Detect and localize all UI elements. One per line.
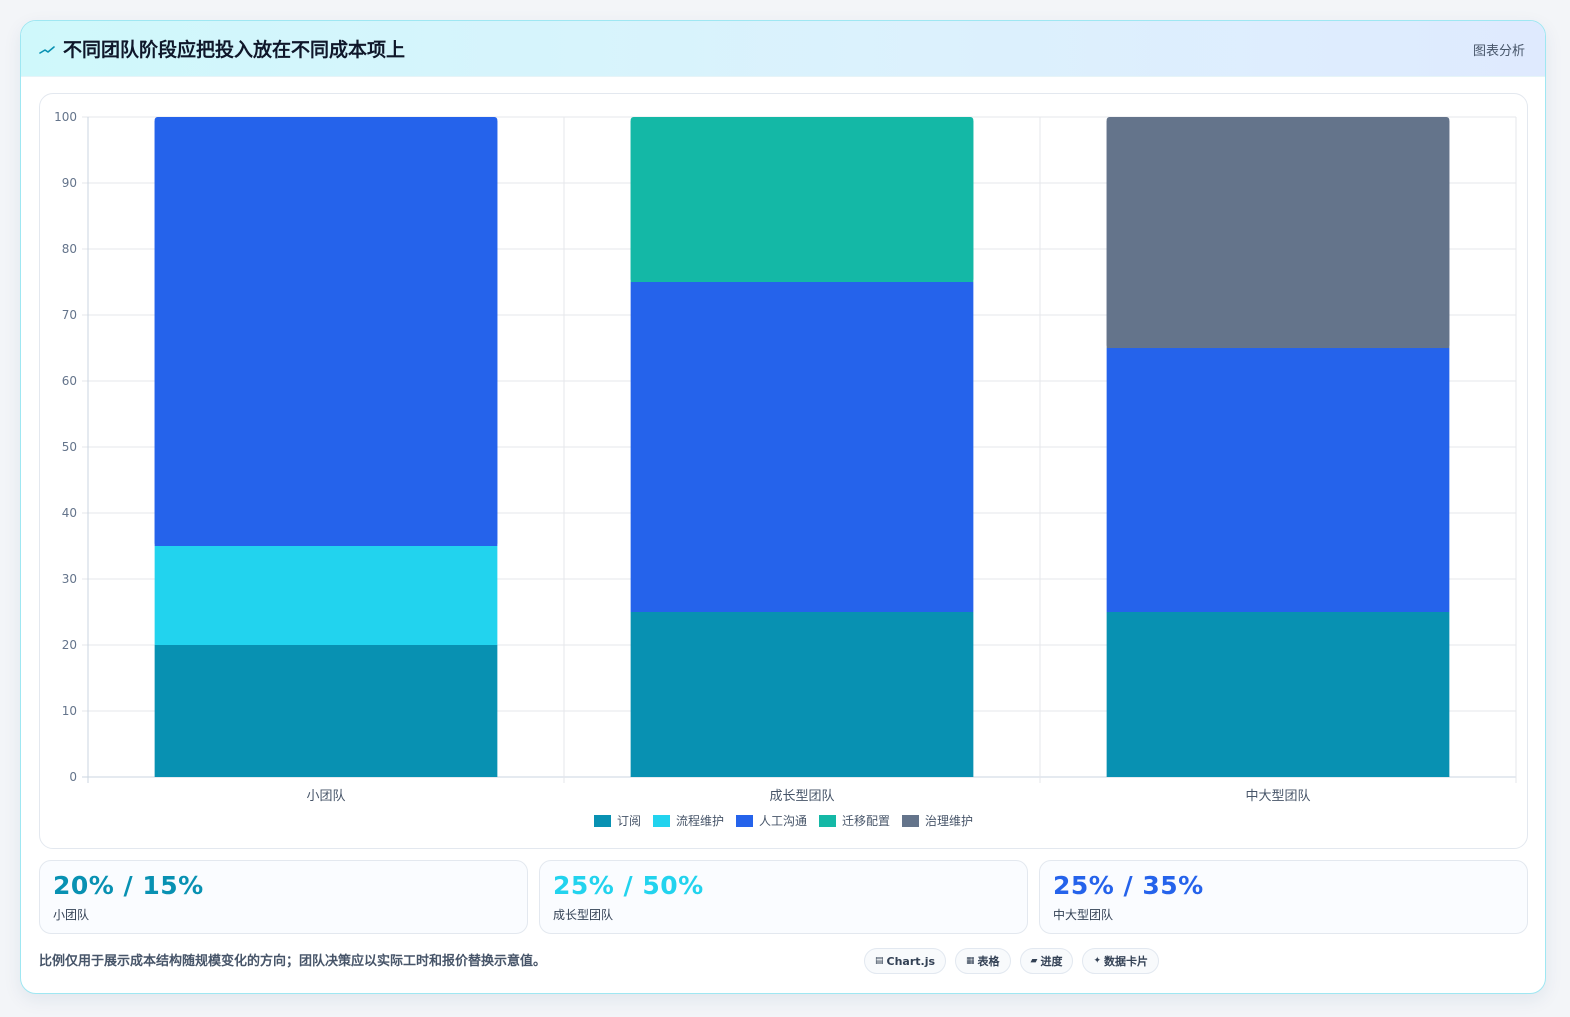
legend-item[interactable]: 治理维护 [902, 812, 973, 829]
legend-item[interactable]: 人工沟通 [735, 812, 807, 829]
x-tick-label: 小团队 [306, 789, 345, 804]
bar-segment [154, 645, 498, 777]
page-title: 不同团队阶段应把投入放在不同成本项上 [63, 39, 406, 61]
feature-chips: ▤ Chart.js ▦ 表格 ▰ 进度 ✦ 数据卡片 [864, 948, 1160, 974]
legend-swatch [819, 814, 836, 827]
chart-card: 不同团队阶段应把投入放在不同成本项上 图表分析 0 10 20 30 40 50 60 70 8… [20, 20, 1546, 994]
chart-legend: 订阅 流程维护 人工沟通 迁移配置 治理维护 [40, 812, 1527, 829]
legend-label: 治理维护 [925, 814, 974, 828]
y-tick-label: 40 [62, 506, 77, 520]
x-tick-label: 成长型团队 [769, 789, 834, 804]
stat-card-growth-team: 25% / 50% 成长型团队 [539, 860, 1028, 934]
bar-segment-fill [630, 121, 974, 282]
bar-segment [630, 282, 974, 612]
y-tick-label: 90 [62, 176, 77, 190]
x-tick-label: 中大型团队 [1245, 789, 1310, 804]
y-tick-label: 0 [69, 770, 77, 784]
legend-swatch [735, 814, 753, 827]
card-header: 不同团队阶段应把投入放在不同成本项上 图表分析 [21, 21, 1545, 77]
legend-label: 订阅 [616, 814, 641, 828]
legend-item[interactable]: 订阅 [593, 812, 641, 829]
chip-label: Chart.js [886, 954, 936, 968]
stat-card-large-team: 25% / 35% 中大型团队 [1039, 860, 1528, 934]
bar-segment [1106, 348, 1450, 612]
stat-value: 25% / 35% [1053, 871, 1204, 900]
bar-segment-fill [1106, 121, 1450, 348]
legend-item[interactable]: 流程维护 [652, 812, 724, 829]
chip-table[interactable]: ▦ 表格 [955, 948, 1011, 974]
legend-swatch [652, 814, 670, 827]
legend-item[interactable]: 迁移配置 [819, 812, 890, 829]
legend-label: 流程维护 [675, 814, 724, 828]
y-tick-label: 60 [62, 374, 77, 388]
legend-swatch [593, 814, 611, 827]
bar-segment [1106, 612, 1450, 777]
legend-label: 人工沟通 [758, 814, 807, 828]
chip-label: 数据卡片 [1104, 955, 1149, 968]
bar-segment-fill [154, 121, 498, 546]
y-tick-label: 100 [54, 110, 77, 124]
footer-note: 比例仅用于展示成本结构随规模变化的方向；团队决策应以实际工时和报价替换示意值。 [39, 954, 547, 969]
table-icon: ▦ [966, 956, 975, 966]
bar-segment [154, 546, 498, 645]
sparkle-icon: ✦ [1093, 956, 1102, 966]
progress-icon: ▰ [1030, 956, 1038, 966]
y-tick-label: 30 [62, 572, 77, 586]
chart-icon: ▤ [875, 956, 884, 966]
stat-label: 中大型团队 [1053, 908, 1114, 922]
chip-chartjs[interactable]: ▤ Chart.js [864, 948, 947, 974]
stacked-bar-chart: 0 10 20 30 40 50 60 70 80 90 100 小团队 成长型团队 中大型团队 [54, 110, 1517, 804]
y-tick-label: 70 [62, 308, 77, 322]
y-tick-label: 10 [62, 704, 77, 718]
y-tick-label: 20 [62, 638, 77, 652]
header-tag: 图表分析 [1472, 44, 1525, 59]
stat-value: 25% / 50% [553, 871, 704, 900]
stat-label: 小团队 [53, 908, 90, 922]
stat-label: 成长型团队 [553, 908, 614, 922]
chip-data-card[interactable]: ✦ 数据卡片 [1082, 948, 1160, 974]
chip-label: 进度 [1040, 955, 1063, 968]
chart-panel: 0 10 20 30 40 50 60 70 80 90 100 小团队 成长型团队 中大型团队 订阅 流程… [39, 93, 1528, 849]
y-tick-label: 80 [62, 242, 77, 256]
chip-label: 表格 [977, 955, 1000, 968]
legend-swatch [902, 814, 920, 827]
y-tick-label: 50 [62, 440, 77, 454]
legend-label: 迁移配置 [842, 814, 891, 828]
pulse-icon [39, 46, 55, 54]
chip-progress[interactable]: ▰ 进度 [1019, 948, 1074, 974]
stat-cards: 20% / 15% 小团队 25% / 50% 成长型团队 25% / 35% … [39, 860, 1528, 934]
stat-card-small-team: 20% / 15% 小团队 [39, 860, 528, 934]
stat-value: 20% / 15% [53, 871, 204, 900]
bar-segment [630, 612, 974, 777]
